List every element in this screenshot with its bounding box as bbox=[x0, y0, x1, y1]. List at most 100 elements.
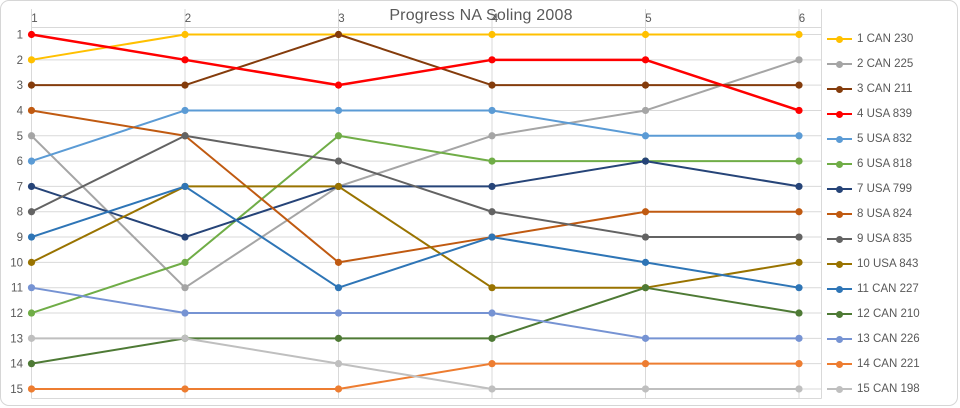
series-marker bbox=[27, 284, 36, 292]
series-marker bbox=[334, 284, 343, 292]
legend-marker-line bbox=[827, 285, 852, 293]
series-marker bbox=[795, 309, 803, 317]
series-marker bbox=[795, 334, 803, 342]
legend-item: 2 CAN 225 bbox=[827, 56, 913, 72]
series-marker bbox=[488, 157, 496, 165]
series-marker bbox=[488, 106, 496, 115]
legend-marker-dot bbox=[836, 335, 843, 343]
legend-marker-line bbox=[827, 210, 852, 218]
series-marker bbox=[334, 81, 343, 89]
series-marker bbox=[488, 30, 496, 39]
y-tick-label: 15 bbox=[10, 384, 23, 396]
series-marker bbox=[795, 284, 803, 292]
series-marker bbox=[795, 233, 803, 241]
legend-label: 5 USA 832 bbox=[857, 133, 912, 145]
legend-label: 6 USA 818 bbox=[857, 158, 912, 170]
legend-label: 4 USA 839 bbox=[857, 108, 912, 120]
legend-marker-line bbox=[827, 260, 852, 268]
series-marker bbox=[488, 284, 496, 292]
series-marker bbox=[334, 334, 343, 342]
series-marker bbox=[334, 182, 343, 191]
series-marker bbox=[334, 309, 343, 317]
legend-marker-line bbox=[827, 335, 852, 343]
x-tick-label: 4 bbox=[492, 13, 499, 25]
legend-marker-dot bbox=[836, 385, 843, 393]
legend-marker-dot bbox=[836, 235, 843, 243]
legend-marker-dot bbox=[836, 60, 843, 68]
legend-marker-dot bbox=[836, 35, 843, 43]
x-tick-label: 2 bbox=[185, 13, 191, 25]
series-marker bbox=[27, 334, 36, 342]
legend-marker-line bbox=[827, 310, 852, 318]
series-marker bbox=[795, 106, 803, 115]
series-marker bbox=[27, 309, 36, 317]
legend-item: 12 CAN 210 bbox=[827, 306, 920, 322]
x-tick-label: 6 bbox=[799, 13, 805, 25]
series-marker bbox=[27, 360, 36, 368]
y-tick-label: 12 bbox=[10, 308, 23, 320]
legend-marker-dot bbox=[836, 110, 843, 118]
series-marker bbox=[334, 132, 343, 140]
legend-marker-line bbox=[827, 135, 852, 143]
series-line bbox=[31, 185, 800, 289]
legend-marker-line bbox=[827, 185, 852, 193]
series-marker bbox=[27, 182, 36, 191]
legend-item: 8 USA 824 bbox=[827, 206, 912, 222]
legend-marker-line bbox=[827, 85, 852, 93]
series-marker bbox=[641, 385, 650, 393]
legend-label: 12 CAN 210 bbox=[857, 308, 920, 320]
series-marker bbox=[641, 208, 650, 216]
legend-item: 11 CAN 227 bbox=[827, 281, 919, 297]
legend-item: 6 USA 818 bbox=[827, 156, 912, 172]
series-line bbox=[30, 58, 800, 289]
legend-marker-line bbox=[827, 235, 852, 243]
series-marker bbox=[488, 132, 496, 140]
legend-label: 9 USA 835 bbox=[857, 233, 912, 245]
series-line bbox=[31, 337, 799, 390]
y-tick-label: 7 bbox=[17, 181, 23, 193]
y-tick-label: 14 bbox=[10, 359, 23, 371]
series-marker bbox=[641, 106, 650, 115]
series-marker bbox=[181, 132, 189, 140]
series-marker bbox=[641, 284, 650, 292]
series-marker bbox=[641, 81, 650, 89]
legend-item: 9 USA 835 bbox=[827, 231, 912, 247]
series-line bbox=[31, 33, 799, 61]
y-tick-label: 8 bbox=[17, 207, 23, 219]
legend-label: 3 CAN 211 bbox=[857, 83, 913, 95]
legend-marker-dot bbox=[836, 135, 843, 143]
series-marker bbox=[795, 30, 803, 39]
legend-marker-dot bbox=[836, 285, 843, 293]
series-line bbox=[31, 185, 800, 289]
series-marker bbox=[795, 208, 803, 216]
series-marker bbox=[27, 385, 36, 393]
series-marker bbox=[488, 182, 496, 191]
legend-item: 10 USA 843 bbox=[827, 256, 918, 272]
series-marker bbox=[181, 334, 189, 342]
legend: 1 CAN 230 2 CAN 225 3 CAN 211 4 USA 839 5 US… bbox=[827, 1, 957, 405]
legend-marker-line bbox=[827, 160, 852, 168]
y-tick-label: 13 bbox=[10, 333, 23, 345]
series-marker bbox=[795, 360, 803, 368]
series-marker bbox=[795, 132, 803, 140]
legend-marker-line bbox=[827, 60, 852, 68]
legend-item: 14 CAN 221 bbox=[827, 356, 920, 372]
legend-marker-line bbox=[827, 385, 852, 393]
legend-marker-dot bbox=[836, 185, 843, 193]
legend-marker-dot bbox=[836, 160, 843, 168]
legend-label: 7 USA 799 bbox=[857, 183, 912, 195]
series-marker bbox=[27, 56, 36, 64]
legend-label: 10 USA 843 bbox=[857, 258, 919, 270]
legend-item: 13 CAN 226 bbox=[827, 331, 920, 347]
series-marker bbox=[795, 56, 803, 64]
legend-marker-dot bbox=[836, 360, 843, 368]
legend-marker-line bbox=[827, 35, 852, 43]
legend-label: 1 CAN 230 bbox=[857, 33, 914, 45]
legend-marker-dot bbox=[836, 210, 843, 218]
series-marker bbox=[641, 360, 650, 368]
legend-label: 15 CAN 198 bbox=[857, 383, 920, 395]
series-marker bbox=[488, 233, 496, 241]
series-marker bbox=[181, 56, 189, 64]
series-marker bbox=[27, 30, 36, 39]
legend-item: 15 CAN 198 bbox=[827, 381, 920, 397]
